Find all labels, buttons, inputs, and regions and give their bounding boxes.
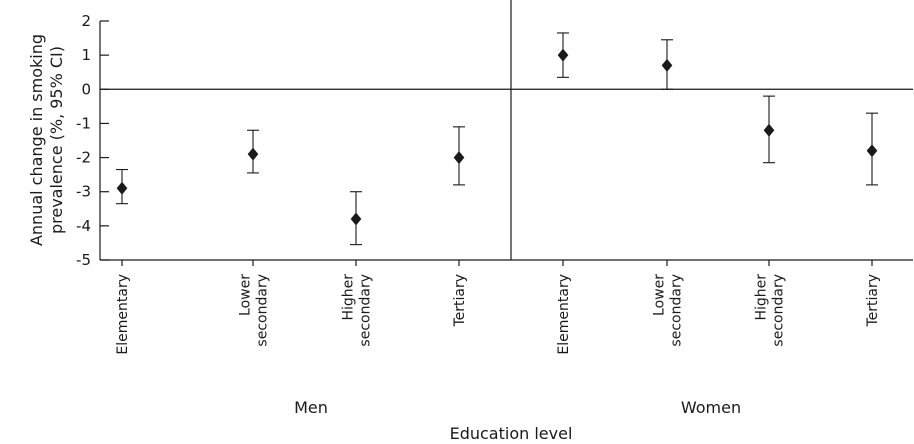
estimate-point: [557, 48, 569, 62]
group-label: Men: [294, 398, 328, 417]
y-tick-label: -4: [76, 217, 91, 235]
estimate-point: [763, 123, 775, 137]
x-category-label: Elementary: [115, 274, 131, 355]
y-tick-label: 0: [81, 80, 91, 98]
x-category-label: Higher: [754, 274, 770, 321]
y-tick-label: -1: [76, 114, 91, 132]
x-category-label: secondary: [669, 274, 685, 347]
x-category-label: secondary: [771, 274, 787, 347]
estimate-point: [247, 147, 259, 161]
x-axis-title: Education level: [450, 424, 573, 443]
y-axis-title: Annual change in smoking prevalence (%, …: [27, 34, 66, 246]
y-tick-label: 1: [81, 46, 91, 64]
x-category-label: secondary: [255, 274, 271, 347]
y-tick-label: 2: [81, 12, 91, 30]
y-tick-label: -2: [76, 149, 91, 167]
estimate-point: [866, 144, 878, 158]
x-category-label: Lower: [652, 274, 668, 316]
y-axis-title-line-2: prevalence (%, 95% CI): [47, 46, 66, 234]
x-category-label: Tertiary: [865, 274, 881, 328]
estimate-point: [453, 151, 465, 165]
y-tick-label: -3: [76, 183, 91, 201]
x-category-label: Lower: [238, 274, 254, 316]
x-category-label: secondary: [358, 274, 374, 347]
estimate-point: [116, 181, 128, 195]
x-category-label: Higher: [341, 274, 357, 321]
estimate-point: [661, 58, 673, 72]
estimate-point: [350, 212, 362, 226]
y-axis-title-line-1: Annual change in smoking: [27, 34, 46, 246]
group-label: Women: [681, 398, 741, 417]
x-category-label: Elementary: [556, 274, 572, 355]
x-category-label: Tertiary: [452, 274, 468, 328]
y-tick-label: -5: [76, 251, 91, 269]
